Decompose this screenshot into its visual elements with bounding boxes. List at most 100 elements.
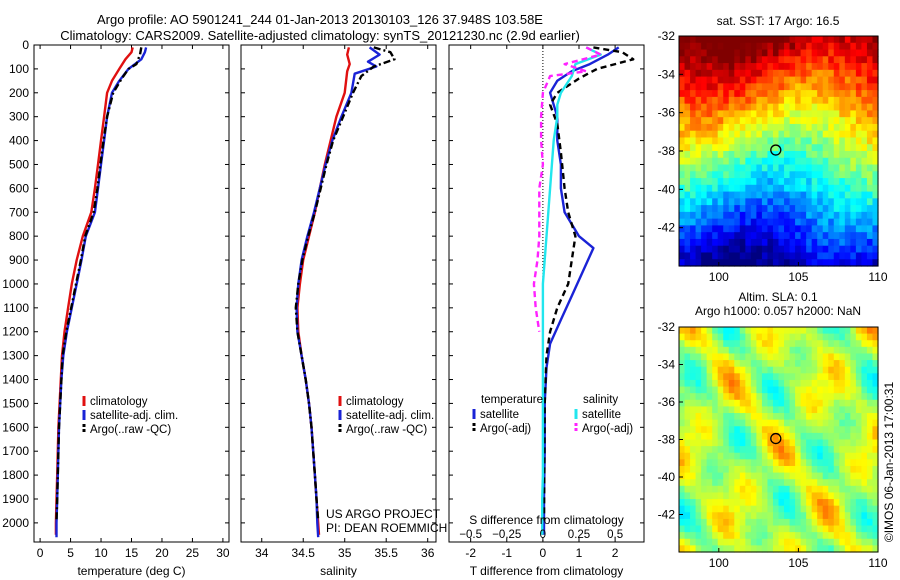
map-cell bbox=[701, 42, 708, 51]
map-cell bbox=[866, 178, 874, 186]
map-cell bbox=[684, 110, 691, 118]
legend-label: Argo(-adj) bbox=[480, 423, 531, 435]
map-y-tick-label: -36 bbox=[658, 395, 676, 409]
map-cell bbox=[717, 252, 724, 260]
map-cell bbox=[679, 432, 686, 441]
map-cell bbox=[822, 164, 829, 172]
map-cell bbox=[761, 353, 769, 361]
map-cell bbox=[684, 452, 691, 460]
map-cell bbox=[701, 151, 708, 159]
map-cell bbox=[800, 386, 807, 394]
map-x-tick-label: 100 bbox=[709, 270, 729, 284]
map-cell bbox=[706, 225, 713, 233]
map-cell bbox=[789, 426, 796, 434]
map-cell bbox=[761, 432, 769, 441]
map-cell bbox=[828, 525, 835, 533]
y-tick-label: 500 bbox=[9, 157, 29, 171]
map-cell bbox=[811, 499, 818, 507]
map-cell bbox=[806, 90, 813, 98]
map-cell bbox=[839, 399, 846, 408]
map-cell bbox=[723, 191, 730, 199]
map-cell bbox=[701, 327, 708, 335]
map-cell bbox=[750, 459, 757, 467]
map-cell bbox=[772, 459, 780, 467]
map-cell bbox=[750, 333, 757, 341]
y-tick-label: 200 bbox=[9, 86, 29, 100]
map-cell bbox=[839, 130, 846, 139]
map-cell bbox=[833, 439, 840, 447]
map-cell bbox=[761, 103, 769, 112]
map-cell bbox=[712, 333, 719, 341]
map-cell bbox=[866, 56, 874, 64]
map-cell bbox=[822, 446, 829, 454]
map-cell bbox=[756, 360, 763, 368]
map-cell bbox=[712, 252, 719, 260]
map-cell bbox=[739, 499, 746, 507]
map-cell bbox=[839, 137, 846, 145]
map-cell bbox=[800, 360, 807, 368]
map-cell bbox=[706, 485, 713, 494]
map-cell bbox=[800, 245, 807, 254]
map-cell bbox=[778, 69, 785, 78]
map-cell bbox=[778, 545, 785, 553]
map-cell bbox=[690, 373, 697, 381]
map-cell bbox=[723, 103, 730, 112]
map-cell bbox=[839, 373, 846, 381]
map-cell bbox=[767, 90, 774, 98]
map-cell bbox=[723, 538, 730, 546]
map-cell bbox=[872, 90, 879, 98]
map-cell bbox=[828, 472, 835, 480]
map-cell bbox=[739, 49, 746, 57]
map-cell bbox=[817, 479, 824, 487]
map-cell bbox=[767, 459, 774, 467]
map-cell bbox=[728, 366, 735, 374]
map-cell bbox=[750, 36, 757, 44]
map-cell bbox=[855, 144, 863, 152]
map-cell bbox=[756, 96, 763, 105]
map-cell bbox=[745, 259, 752, 267]
map-cell bbox=[761, 538, 769, 546]
map-cell bbox=[778, 353, 785, 361]
map-cell bbox=[839, 198, 846, 206]
map-cell bbox=[756, 63, 763, 71]
map-cell bbox=[684, 545, 691, 553]
map-cell bbox=[717, 492, 724, 500]
map-cell bbox=[679, 465, 686, 474]
map-cell bbox=[767, 76, 774, 84]
map-cell bbox=[701, 164, 708, 172]
map-cell bbox=[850, 245, 857, 254]
map-cell bbox=[866, 42, 874, 51]
map-cell bbox=[795, 144, 802, 152]
map-cell bbox=[850, 157, 857, 166]
map-cell bbox=[784, 512, 791, 520]
map-cell bbox=[761, 96, 769, 105]
map-cell bbox=[772, 393, 780, 401]
map-cell bbox=[690, 393, 697, 401]
map-cell bbox=[833, 518, 840, 527]
map-cell bbox=[745, 90, 752, 98]
map-cell bbox=[850, 386, 857, 394]
map-cell bbox=[872, 518, 879, 527]
map-cell bbox=[695, 525, 702, 533]
map-cell bbox=[679, 218, 686, 227]
map-cell bbox=[800, 42, 807, 51]
map-cell bbox=[684, 393, 691, 401]
map-cell bbox=[866, 144, 874, 152]
map-cell bbox=[745, 446, 752, 454]
map-cell bbox=[706, 492, 713, 500]
map-cell bbox=[695, 492, 702, 500]
map-cell bbox=[833, 218, 840, 227]
map-cell bbox=[784, 479, 791, 487]
map-cell bbox=[872, 211, 879, 220]
map-cell bbox=[772, 137, 780, 145]
map-cell bbox=[690, 225, 697, 233]
map-cell bbox=[684, 373, 691, 381]
map-cell bbox=[723, 472, 730, 480]
map-cell bbox=[855, 36, 863, 44]
map-cell bbox=[822, 333, 829, 341]
map-cell bbox=[822, 479, 829, 487]
map-y-tick-label: -32 bbox=[658, 320, 676, 334]
map-cell bbox=[844, 198, 851, 206]
map-cell bbox=[811, 178, 818, 186]
